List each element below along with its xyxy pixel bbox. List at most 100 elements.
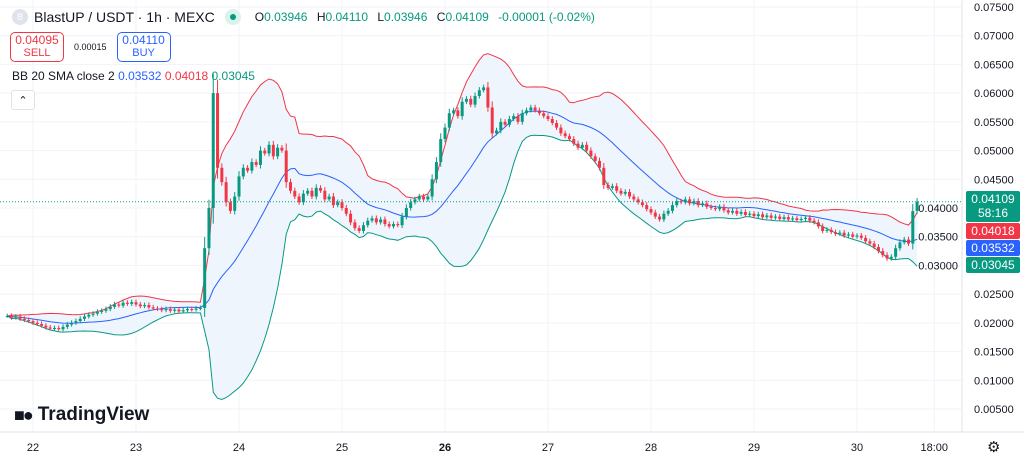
candle-down [134,302,138,305]
price-tick-label: 0.02000 [974,318,1014,330]
candle-down [713,208,717,210]
candle-up [361,225,365,231]
candle-down [224,182,228,203]
candle-up [258,150,262,165]
candle-up [495,130,498,134]
candle-down [546,116,550,119]
candle-down [490,107,494,134]
open-label: O [254,10,265,24]
candle-down [598,160,601,168]
time-tick-label: 27 [542,442,554,454]
price-tick-label: 0.06000 [974,88,1014,100]
candle-down [593,156,597,161]
candle-down [486,87,490,108]
candle-down [18,316,22,319]
candle-up [782,217,786,219]
candle-up [203,248,207,308]
candle-up [846,234,850,236]
sell-price: 0.04095 [15,33,59,47]
candle-up [894,248,898,257]
candle-up [499,121,503,131]
time-tick-label: 28 [645,442,657,454]
candle-up [301,193,305,203]
price-tick-label: 0.04000 [918,203,958,215]
indicator-legend[interactable]: BB 20 SMA close 2 0.03532 0.04018 0.0304… [12,69,255,83]
candle-up [194,308,198,310]
candle-down [228,202,232,211]
candle-down [469,98,473,105]
candle-down [761,214,765,218]
price-tick-label: 0.01000 [974,375,1014,387]
candle-down [48,327,52,329]
candle-down [705,203,709,207]
symbol-title[interactable]: BlastUP / USDT · 1h · MEXC [34,9,215,25]
candle-down [615,186,619,191]
candle-up [83,316,86,319]
candle-up [113,304,117,307]
candle-down [816,222,820,227]
candle-down [885,255,889,259]
price-axis[interactable]: 0.07500 0.07000 0.06500 0.06000 0.05500 0.050… [918,2,1014,416]
candle-down [726,210,730,213]
candle-down [636,199,640,203]
candle-down [821,226,825,231]
candle-down [422,196,426,200]
candle-up [512,116,516,119]
candle-up [898,242,902,249]
sell-button[interactable]: 0.04095 SELL [10,32,64,62]
candle-down [319,187,323,191]
candle-down [151,307,155,309]
candle-down [559,127,563,134]
candle-down [640,202,644,206]
candle-up [65,324,69,327]
candle-up [825,229,829,231]
candle-up [911,211,915,244]
tradingview-logo[interactable]: ■● TradingView [14,404,149,426]
candle-up [804,217,807,219]
candle-up [799,218,803,221]
candle-down [722,206,726,211]
candles [5,73,919,332]
candle-up [580,144,584,148]
candle-down [254,162,258,165]
candle-down [628,191,632,197]
open-value: 0.03946 [264,10,308,24]
symbol-legend: B BlastUP / USDT · 1h · MEXC O0.03946 H0… [12,9,601,25]
candle-up [889,256,893,259]
candle-down [220,167,224,183]
indicator-lower-value: 0.03045 [211,69,255,83]
candle-up [675,201,679,206]
candle-down [851,234,855,237]
bb-basis-label: 0.03532 [966,240,1020,256]
candle-down [881,251,885,256]
candle-up [91,313,95,315]
candle-up [186,309,189,311]
candle-up [434,162,438,180]
candle-up [78,318,82,322]
candle-up [525,110,529,114]
candle-up [104,309,108,311]
price-tick-label: 0.04500 [974,174,1014,186]
market-open-icon [224,9,241,25]
candle-up [610,186,614,188]
candle-up [507,118,511,125]
candle-down [246,167,250,171]
candle-up [473,96,477,105]
buy-button[interactable]: 0.04110 BUY [116,32,171,62]
candle-down [147,305,151,308]
time-tick-label: 26 [439,442,451,454]
symbol-logo: B [12,9,28,25]
candle-down [709,206,713,208]
settings-gear-icon[interactable]: ⚙ [987,439,1001,456]
time-axis[interactable]: 22 23 24 25 26 27 28 29 30 18:00 [27,442,948,454]
candle-up [314,187,318,197]
price-tick-label: 0.02500 [974,289,1014,301]
candle-up [121,302,125,306]
collapse-legend-button[interactable]: ⌃ [11,90,35,110]
time-tick-label: 18:00 [920,442,948,454]
candle-down [297,196,301,203]
bar-countdown: 58:16 [977,206,1009,220]
candle-down [589,150,593,157]
candle-up [452,110,456,114]
